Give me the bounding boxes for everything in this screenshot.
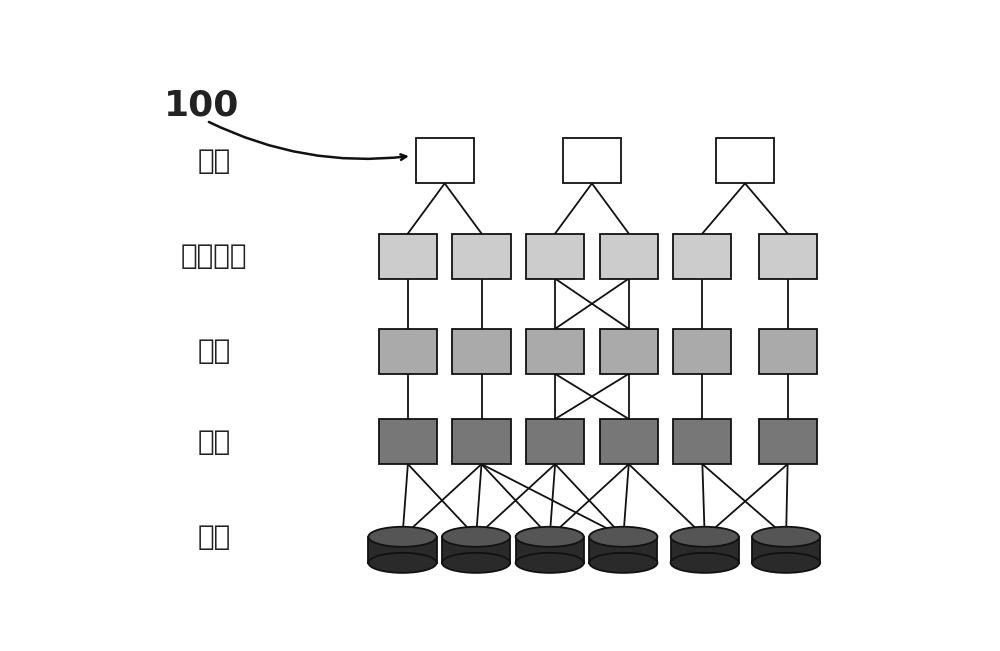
Text: 卷池: 卷池 (198, 428, 231, 456)
Bar (526, 419, 584, 464)
Text: 协议: 协议 (198, 147, 231, 175)
Text: 缓存: 缓存 (198, 337, 231, 365)
Bar (600, 329, 658, 374)
Text: 磁盘: 磁盘 (198, 523, 231, 551)
Ellipse shape (368, 553, 437, 573)
Bar (752, 537, 820, 563)
Ellipse shape (516, 527, 584, 547)
Bar (600, 234, 658, 279)
Ellipse shape (671, 553, 739, 573)
Bar (526, 329, 584, 374)
Bar (452, 234, 511, 279)
Bar (759, 419, 817, 464)
Ellipse shape (442, 553, 510, 573)
Ellipse shape (368, 527, 437, 547)
Text: 100: 100 (164, 89, 239, 122)
Bar (673, 329, 731, 374)
Bar (379, 234, 437, 279)
Ellipse shape (442, 527, 510, 547)
Bar (563, 138, 621, 184)
Bar (589, 537, 657, 563)
Bar (416, 138, 474, 184)
Ellipse shape (752, 553, 820, 573)
Ellipse shape (516, 553, 584, 573)
Bar (379, 419, 437, 464)
Bar (452, 419, 511, 464)
Bar (759, 234, 817, 279)
Ellipse shape (589, 527, 657, 547)
Ellipse shape (671, 527, 739, 547)
Bar (673, 234, 731, 279)
Ellipse shape (752, 527, 820, 547)
Bar (671, 537, 739, 563)
Bar (368, 537, 437, 563)
Bar (600, 419, 658, 464)
Bar (379, 329, 437, 374)
Bar (516, 537, 584, 563)
Bar (452, 329, 511, 374)
Bar (673, 419, 731, 464)
Bar (526, 234, 584, 279)
Bar (716, 138, 774, 184)
Ellipse shape (589, 553, 657, 573)
Text: 文件系统: 文件系统 (181, 242, 247, 270)
Bar (759, 329, 817, 374)
Bar (442, 537, 510, 563)
